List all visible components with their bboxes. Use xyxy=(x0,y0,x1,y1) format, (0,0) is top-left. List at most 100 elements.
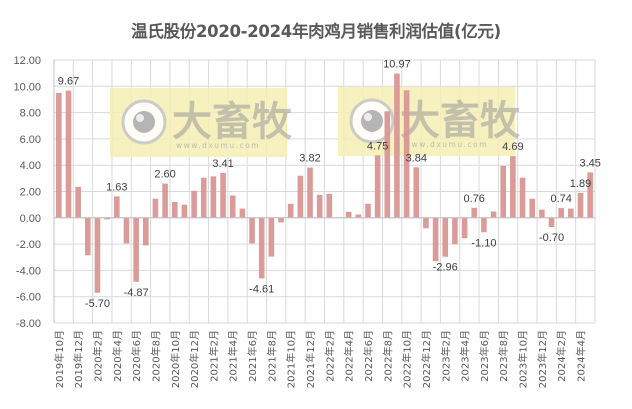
x-tick-label: 2020年8月 xyxy=(149,330,162,382)
y-tick-label: 10.00 xyxy=(13,81,41,93)
x-tick-label: 2021年12月 xyxy=(304,330,317,388)
bar xyxy=(394,73,400,218)
bar xyxy=(307,167,313,218)
watermark-url: www.dxumu.com xyxy=(176,141,260,150)
bar xyxy=(413,167,420,218)
bar xyxy=(85,217,91,256)
bar xyxy=(171,202,178,218)
bar xyxy=(239,208,246,218)
x-tick-label: 2020年2月 xyxy=(91,330,104,382)
x-tick-label: 2022年12月 xyxy=(420,330,433,388)
bar xyxy=(258,217,265,279)
y-tick-label: 8.00 xyxy=(20,108,41,120)
x-tick-label: 2021年4月 xyxy=(227,330,240,382)
watermark-brand: 大畜牧 xyxy=(172,99,293,145)
data-label: 4.75 xyxy=(367,140,388,152)
x-tick-label: 2022年2月 xyxy=(323,330,336,382)
x-tick-label: 2023年10月 xyxy=(517,330,530,388)
bar xyxy=(113,196,120,218)
bar xyxy=(220,172,226,218)
x-tick-label: 2024年2月 xyxy=(555,330,568,382)
y-tick-label: -2.00 xyxy=(16,239,41,251)
y-tick-label: 2.00 xyxy=(20,187,41,199)
bar xyxy=(142,217,149,246)
bar xyxy=(75,186,81,218)
x-tick-label: 2023年8月 xyxy=(497,330,510,382)
bar xyxy=(152,198,159,218)
bar xyxy=(181,204,188,218)
bar xyxy=(568,208,574,218)
bar xyxy=(539,209,545,218)
bar xyxy=(94,217,101,293)
data-label: 3.41 xyxy=(212,158,233,170)
x-tick-label: 2021年10月 xyxy=(285,330,298,388)
logo-highlight-icon xyxy=(364,113,372,121)
x-tick-label: 2023年12月 xyxy=(536,330,549,388)
bar xyxy=(278,217,284,223)
x-tick-label: 2022年8月 xyxy=(381,330,394,382)
x-tick-label: 2020年12月 xyxy=(188,330,201,388)
data-label: -5.70 xyxy=(85,298,110,310)
x-tick-label: 2024年4月 xyxy=(575,330,588,382)
data-label: 2.60 xyxy=(154,169,175,181)
bar xyxy=(229,195,236,218)
bar xyxy=(577,192,584,218)
bar xyxy=(249,217,255,244)
x-tick-label: 2022年6月 xyxy=(362,330,375,382)
x-tick-label: 2020年4月 xyxy=(111,330,124,382)
bar xyxy=(384,111,391,218)
data-label: -1.10 xyxy=(471,237,496,249)
data-label: -0.70 xyxy=(539,232,564,244)
data-label: -2.96 xyxy=(433,262,458,274)
chart-title: 温氏股份2020-2024年肉鸡月销售利润估值(亿元) xyxy=(131,22,501,41)
bar xyxy=(162,183,168,218)
x-tick-label: 2022年4月 xyxy=(343,330,356,382)
data-label: 1.89 xyxy=(570,178,591,190)
data-label: -4.61 xyxy=(249,283,274,295)
x-tick-label: 2022年10月 xyxy=(401,330,414,388)
y-tick-label: -8.00 xyxy=(16,318,41,330)
x-tick-label: 2019年10月 xyxy=(53,330,66,388)
x-tick-label: 2023年6月 xyxy=(478,330,491,382)
x-axis-ticks: 2019年10月 2019年12月 2020年2月 2020年4月 2020年6月 202… xyxy=(53,330,588,388)
y-tick-label: 0.00 xyxy=(20,213,41,225)
bar xyxy=(326,193,333,218)
bar xyxy=(461,217,468,239)
bar xyxy=(65,90,72,218)
data-label: 3.84 xyxy=(406,152,427,164)
bar xyxy=(123,217,130,244)
bar xyxy=(200,177,207,218)
bar xyxy=(403,90,410,218)
data-label: 10.97 xyxy=(383,59,411,71)
data-label: 1.63 xyxy=(106,181,127,193)
bar xyxy=(104,217,110,220)
data-label: 3.45 xyxy=(579,157,600,169)
data-label: 9.67 xyxy=(58,76,79,88)
bar xyxy=(287,203,294,218)
bar xyxy=(529,198,536,218)
bar xyxy=(297,175,304,218)
bar xyxy=(490,211,497,218)
bar xyxy=(432,217,439,262)
y-tick-label: 4.00 xyxy=(20,160,41,172)
data-label: 3.82 xyxy=(299,153,320,165)
bar xyxy=(423,217,429,229)
bar xyxy=(587,172,593,218)
x-tick-label: 2023年2月 xyxy=(439,330,452,382)
logo-highlight-icon xyxy=(136,114,144,122)
bar xyxy=(191,190,197,218)
bar xyxy=(316,194,323,218)
data-label: 0.76 xyxy=(464,193,485,205)
y-axis-ticks: 12.00 10.00 8.00 6.00 4.00 2.00 0.00 -2.00 -4.00… xyxy=(13,55,41,330)
bar xyxy=(519,177,526,218)
bar xyxy=(374,155,381,218)
bar xyxy=(365,203,371,218)
x-tick-label: 2020年6月 xyxy=(130,330,143,382)
logo-pupil-icon xyxy=(133,111,155,133)
bars xyxy=(56,73,593,293)
x-tick-label: 2023年4月 xyxy=(459,330,472,382)
bar xyxy=(481,217,487,233)
